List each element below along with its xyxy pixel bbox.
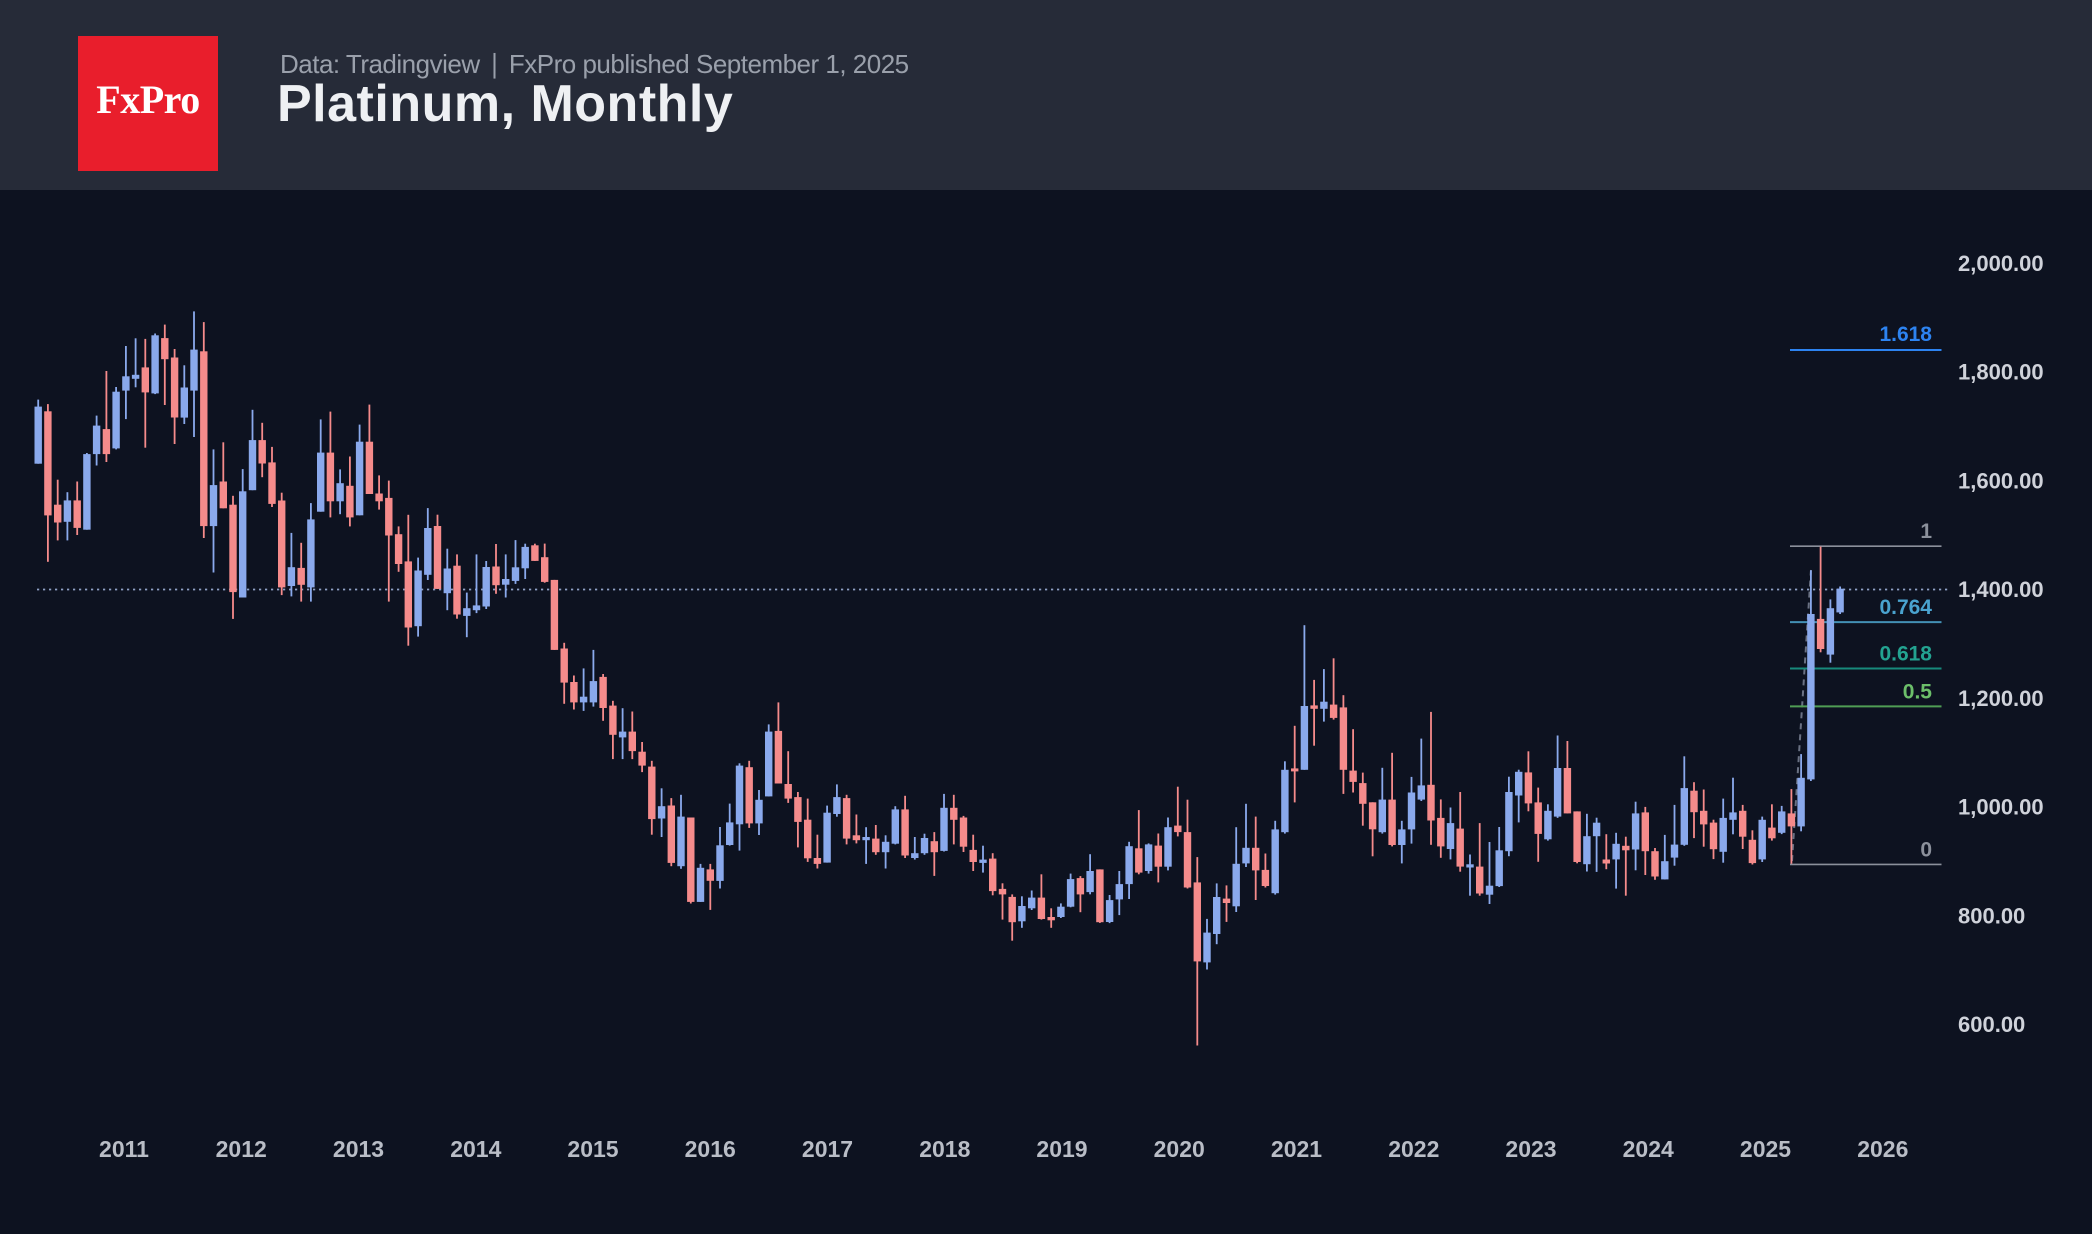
svg-text:2015: 2015 bbox=[567, 1136, 618, 1162]
svg-text:1,400.00: 1,400.00 bbox=[1958, 577, 2044, 602]
svg-text:1,600.00: 1,600.00 bbox=[1958, 468, 2044, 493]
svg-text:0.5: 0.5 bbox=[1903, 681, 1933, 704]
svg-text:2011: 2011 bbox=[99, 1136, 149, 1162]
svg-text:2024: 2024 bbox=[1623, 1136, 1674, 1162]
svg-text:2023: 2023 bbox=[1505, 1136, 1556, 1162]
svg-text:600.00: 600.00 bbox=[1958, 1012, 2025, 1037]
svg-text:1,000.00: 1,000.00 bbox=[1958, 795, 2044, 820]
svg-text:2021: 2021 bbox=[1271, 1136, 1322, 1162]
svg-text:2019: 2019 bbox=[1036, 1136, 1087, 1162]
svg-text:1,200.00: 1,200.00 bbox=[1958, 686, 2044, 711]
svg-text:0: 0 bbox=[1920, 839, 1932, 862]
svg-text:800.00: 800.00 bbox=[1958, 903, 2025, 928]
svg-text:2012: 2012 bbox=[216, 1136, 267, 1162]
svg-text:2013: 2013 bbox=[333, 1136, 384, 1162]
svg-text:2026: 2026 bbox=[1857, 1136, 1908, 1162]
svg-text:1,800.00: 1,800.00 bbox=[1958, 360, 2044, 385]
svg-text:2014: 2014 bbox=[450, 1136, 501, 1162]
svg-text:1: 1 bbox=[1920, 520, 1932, 543]
svg-text:2017: 2017 bbox=[802, 1136, 853, 1162]
svg-text:0.618: 0.618 bbox=[1879, 643, 1932, 666]
svg-text:0.764: 0.764 bbox=[1879, 596, 1932, 619]
svg-text:2025: 2025 bbox=[1740, 1136, 1791, 1162]
svg-text:2,000.00: 2,000.00 bbox=[1958, 251, 2044, 276]
svg-text:2018: 2018 bbox=[919, 1136, 970, 1162]
svg-text:1.618: 1.618 bbox=[1879, 323, 1932, 346]
svg-text:2022: 2022 bbox=[1388, 1136, 1439, 1162]
svg-text:2020: 2020 bbox=[1154, 1136, 1205, 1162]
svg-text:2016: 2016 bbox=[685, 1136, 736, 1162]
